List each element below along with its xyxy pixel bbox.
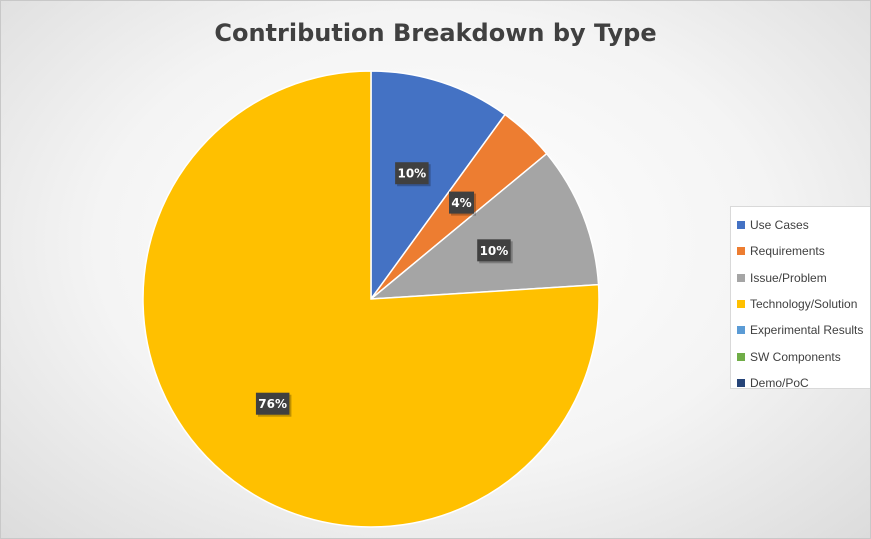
data-label: 10%: [477, 239, 513, 264]
legend-item: Requirements: [737, 238, 870, 264]
legend: Use Cases Requirements Issue/Problem Techno…: [730, 206, 870, 390]
legend-label: SW Components: [750, 349, 841, 364]
data-label: 76%: [255, 392, 292, 417]
legend-swatch: [737, 378, 745, 387]
legend-label: Experimental Results: [750, 323, 864, 338]
legend-item: Technology/Solution: [737, 291, 870, 317]
pie-slice-use-cases: [370, 70, 507, 302]
legend-item: Issue/Problem: [737, 265, 870, 291]
legend-swatch: [737, 352, 745, 361]
legend-item: Experimental Results: [737, 317, 870, 343]
legend-swatch: [737, 326, 745, 335]
data-label-text: 10%: [397, 167, 426, 181]
chart-title: Contribution Breakdown by Type: [214, 19, 657, 47]
legend-label: Use Cases: [750, 218, 809, 233]
legend-label: Issue/Problem: [750, 270, 827, 285]
legend-swatch: [737, 273, 745, 282]
legend-label: Requirements: [750, 244, 825, 259]
data-label: 10%: [395, 162, 431, 187]
legend-item: SW Components: [737, 343, 870, 369]
data-label-text: 76%: [258, 397, 287, 411]
legend-label: Technology/Solution: [750, 297, 858, 312]
legend-swatch: [737, 221, 745, 230]
pie-slice-issue-problem: [368, 152, 600, 300]
legend-item: Use Cases: [737, 212, 870, 238]
data-label-text: 10%: [480, 244, 509, 258]
legend-item: Demo/PoC: [737, 370, 870, 396]
legend-swatch: [737, 300, 745, 309]
legend-swatch: [737, 247, 745, 256]
data-label: 4%: [449, 191, 477, 216]
data-label-text: 4%: [451, 196, 471, 210]
legend-label: Demo/PoC: [750, 375, 809, 390]
